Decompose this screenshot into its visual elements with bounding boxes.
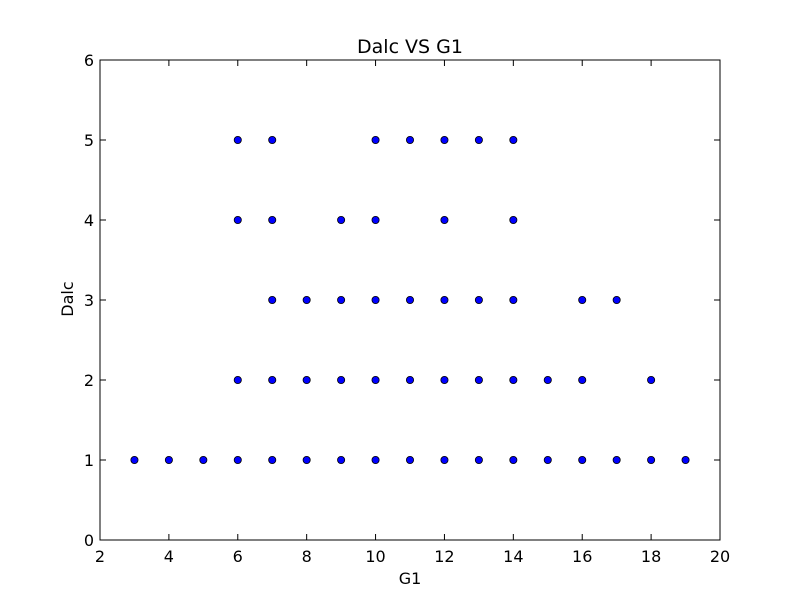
data-point — [337, 215, 346, 224]
data-point — [337, 455, 346, 464]
data-point — [440, 455, 449, 464]
data-point — [130, 455, 139, 464]
data-point — [474, 375, 483, 384]
data-point — [612, 295, 621, 304]
data-point — [440, 295, 449, 304]
y-tick-label: 2 — [84, 371, 94, 390]
data-point — [371, 295, 380, 304]
data-point — [302, 455, 311, 464]
data-point — [647, 375, 656, 384]
data-point — [302, 375, 311, 384]
data-point — [405, 135, 414, 144]
data-point — [474, 455, 483, 464]
data-points — [130, 135, 690, 464]
data-point — [405, 295, 414, 304]
data-point — [474, 295, 483, 304]
data-point — [509, 135, 518, 144]
data-point — [233, 375, 242, 384]
y-tick-label: 3 — [84, 291, 94, 310]
y-tick-label: 1 — [84, 451, 94, 470]
y-tick-label: 5 — [84, 131, 94, 150]
data-point — [337, 375, 346, 384]
data-point — [509, 215, 518, 224]
y-axis-label: Dalc — [58, 281, 77, 316]
y-tick-label: 0 — [84, 531, 94, 550]
data-point — [268, 295, 277, 304]
data-point — [612, 455, 621, 464]
x-tick-label: 8 — [302, 547, 312, 566]
x-axis-label: G1 — [399, 569, 422, 588]
data-point — [405, 375, 414, 384]
data-point — [233, 215, 242, 224]
data-point — [371, 215, 380, 224]
data-point — [371, 375, 380, 384]
data-point — [440, 375, 449, 384]
x-tick-label: 16 — [572, 547, 592, 566]
chart-title: Dalc VS G1 — [357, 36, 463, 58]
data-point — [268, 375, 277, 384]
data-point — [268, 215, 277, 224]
data-point — [543, 375, 552, 384]
data-point — [578, 295, 587, 304]
data-point — [233, 455, 242, 464]
data-point — [440, 135, 449, 144]
data-point — [509, 295, 518, 304]
x-tick-label: 20 — [710, 547, 730, 566]
data-point — [509, 375, 518, 384]
x-tick-label: 14 — [503, 547, 523, 566]
plot-frame — [99, 59, 721, 541]
x-tick-label: 18 — [641, 547, 661, 566]
data-point — [440, 215, 449, 224]
data-point — [371, 455, 380, 464]
data-point — [268, 455, 277, 464]
data-point — [405, 455, 414, 464]
data-point — [509, 455, 518, 464]
data-point — [474, 135, 483, 144]
data-point — [164, 455, 173, 464]
y-tick-label: 4 — [84, 211, 94, 230]
data-point — [681, 455, 690, 464]
data-point — [578, 455, 587, 464]
x-tick-label: 10 — [365, 547, 385, 566]
x-tick-label: 4 — [164, 547, 174, 566]
x-tick-label: 12 — [434, 547, 454, 566]
data-point — [233, 135, 242, 144]
data-point — [578, 375, 587, 384]
y-tick-label: 6 — [84, 51, 94, 70]
data-point — [268, 135, 277, 144]
data-point — [543, 455, 552, 464]
data-point — [199, 455, 208, 464]
data-point — [371, 135, 380, 144]
x-tick-label: 2 — [95, 547, 105, 566]
x-tick-label: 6 — [233, 547, 243, 566]
data-point — [337, 295, 346, 304]
data-point — [302, 295, 311, 304]
data-point — [647, 455, 656, 464]
